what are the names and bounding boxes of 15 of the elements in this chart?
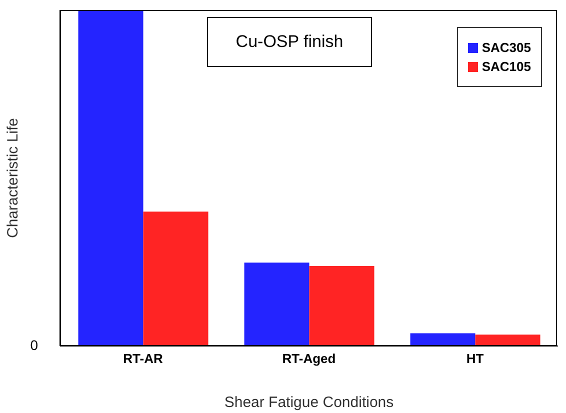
text: Cu-OSP finish [207, 17, 372, 67]
x-axis-title: Shear Fatigue Conditions [224, 394, 394, 411]
y-axis-title: Characteristic Life [4, 118, 22, 238]
bar [309, 266, 374, 346]
text: 0 [30, 337, 38, 353]
bar [410, 333, 476, 346]
bar [475, 334, 540, 346]
legend-label: SAC105 [482, 59, 531, 74]
x-tick-label: RT-Aged [282, 351, 336, 366]
x-tick-label: RT-AR [123, 351, 164, 366]
bar [244, 262, 310, 346]
bar [143, 212, 208, 346]
x-tick-label: HT [466, 351, 484, 366]
bar [78, 10, 144, 346]
legend-label: SAC305 [482, 40, 531, 55]
